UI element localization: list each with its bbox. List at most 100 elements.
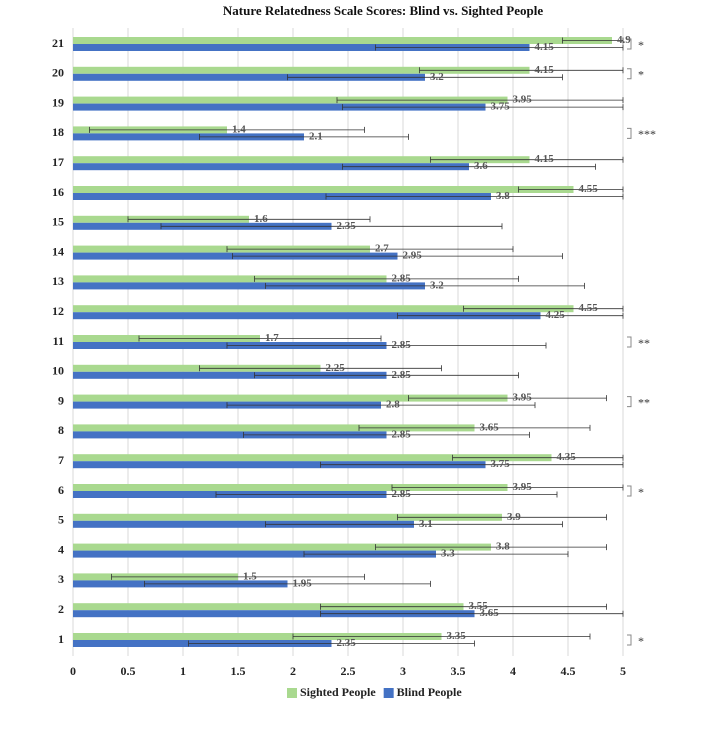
value-label: 3.55	[469, 600, 489, 612]
value-label: 4.15	[535, 64, 555, 76]
value-label: 3.3	[441, 548, 455, 560]
x-tick-label: 2	[290, 664, 296, 678]
value-label: 3.75	[491, 101, 511, 113]
x-tick-label: 0	[70, 664, 76, 678]
value-label: 3.8	[496, 541, 510, 553]
value-label: 1.6	[254, 213, 268, 225]
bar	[73, 603, 464, 611]
y-tick-label: 5	[58, 513, 64, 527]
x-tick-label: 0.5	[121, 664, 136, 678]
legend-label: Sighted People	[300, 685, 376, 699]
error-bar	[215, 491, 558, 498]
value-label: 2.7	[375, 243, 389, 255]
significance-bracket	[627, 396, 632, 408]
x-tick-label: 4.5	[561, 664, 576, 678]
bar	[73, 364, 321, 372]
value-label: 3.2	[430, 71, 444, 83]
significance-label: *	[638, 485, 644, 499]
value-label: 2.35	[337, 637, 357, 649]
error-bar	[199, 365, 442, 372]
x-tick-label: 3.5	[451, 664, 466, 678]
bar	[73, 305, 574, 313]
value-label: 4.35	[557, 451, 577, 463]
y-tick-label: 7	[58, 453, 64, 467]
error-bar	[358, 424, 591, 431]
error-bar	[320, 603, 607, 610]
bar	[73, 96, 508, 104]
value-label: 3.6	[474, 160, 488, 172]
bar	[73, 193, 491, 200]
error-bar	[325, 193, 624, 200]
error-bar	[391, 484, 624, 491]
value-label: 4.9	[617, 34, 631, 46]
significance-bracket	[627, 485, 632, 497]
error-bar	[397, 514, 607, 521]
value-label: 2.85	[392, 339, 412, 351]
error-bar	[375, 544, 607, 551]
error-bar	[265, 282, 585, 289]
value-label: 2.35	[337, 220, 357, 232]
value-label: 4.15	[535, 41, 555, 53]
x-tick-label: 3	[400, 664, 406, 678]
bar	[73, 312, 541, 320]
error-bar	[375, 44, 624, 51]
value-label: 3.95	[513, 392, 533, 404]
bar	[73, 66, 530, 74]
error-bar	[397, 312, 624, 319]
value-label: 3.9	[507, 511, 521, 523]
y-tick-label: 3	[58, 572, 64, 586]
bar	[73, 633, 442, 640]
error-bar	[320, 461, 624, 468]
error-bar	[408, 395, 607, 402]
value-label: 1.5	[243, 570, 257, 582]
chart-title: Nature Relatedness Scale Scores: Blind v…	[223, 3, 543, 18]
bar	[73, 275, 387, 283]
bar	[73, 73, 425, 81]
error-bar	[287, 74, 563, 81]
bar	[73, 103, 486, 111]
y-tick-label: 13	[52, 274, 64, 288]
error-bar	[226, 246, 514, 253]
value-label: 3.8	[496, 190, 510, 202]
error-bar	[336, 97, 624, 104]
significance-label: *	[638, 634, 644, 648]
x-tick-label: 4	[510, 664, 516, 678]
error-bar	[463, 305, 624, 312]
bar	[73, 431, 387, 439]
value-label: 3.95	[513, 94, 533, 106]
error-bar	[254, 275, 519, 282]
bar	[73, 454, 552, 462]
bar	[73, 610, 475, 618]
significance-label: *	[638, 38, 644, 52]
error-bar	[160, 223, 503, 230]
y-tick-label: 9	[58, 393, 64, 407]
value-label: 2.25	[326, 362, 346, 374]
bar	[73, 133, 304, 141]
error-bar	[199, 133, 409, 140]
bar	[73, 394, 508, 402]
significance-bracket	[627, 336, 632, 348]
value-label: 3.1	[419, 518, 433, 530]
error-bar	[342, 163, 596, 170]
value-label: 3.65	[480, 421, 500, 433]
value-label: 1.95	[293, 577, 313, 589]
value-label: 3.2	[430, 279, 444, 291]
significance-label: *	[638, 68, 644, 82]
bar	[73, 543, 491, 551]
value-label: 3.95	[513, 481, 533, 493]
error-bar	[188, 640, 475, 647]
value-label: 1.4	[232, 123, 246, 135]
y-tick-label: 11	[53, 334, 64, 348]
error-bar	[89, 126, 365, 133]
x-tick-label: 1	[180, 664, 186, 678]
value-label: 4.55	[579, 183, 599, 195]
bar	[73, 282, 425, 290]
value-label: 3.75	[491, 458, 511, 470]
bar	[73, 550, 436, 558]
error-bar	[320, 610, 624, 617]
error-bar	[111, 573, 365, 580]
y-tick-label: 20	[52, 66, 64, 80]
value-label: 4.25	[546, 309, 566, 321]
